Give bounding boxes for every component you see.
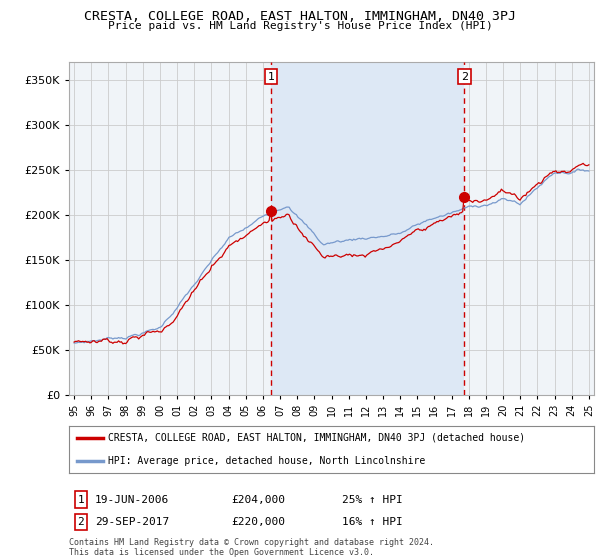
Text: 1: 1 bbox=[77, 494, 85, 505]
Text: Contains HM Land Registry data © Crown copyright and database right 2024.
This d: Contains HM Land Registry data © Crown c… bbox=[69, 538, 434, 557]
Text: 29-SEP-2017: 29-SEP-2017 bbox=[95, 517, 169, 527]
Bar bbox=[271, 62, 464, 395]
Text: £204,000: £204,000 bbox=[231, 494, 285, 505]
Text: CRESTA, COLLEGE ROAD, EAST HALTON, IMMINGHAM, DN40 3PJ: CRESTA, COLLEGE ROAD, EAST HALTON, IMMIN… bbox=[84, 10, 516, 22]
Text: 2: 2 bbox=[461, 72, 468, 82]
Text: 1: 1 bbox=[268, 72, 274, 82]
Text: 2: 2 bbox=[77, 517, 85, 527]
Text: HPI: Average price, detached house, North Lincolnshire: HPI: Average price, detached house, Nort… bbox=[109, 456, 425, 466]
Text: CRESTA, COLLEGE ROAD, EAST HALTON, IMMINGHAM, DN40 3PJ (detached house): CRESTA, COLLEGE ROAD, EAST HALTON, IMMIN… bbox=[109, 432, 526, 442]
Text: Price paid vs. HM Land Registry's House Price Index (HPI): Price paid vs. HM Land Registry's House … bbox=[107, 21, 493, 31]
Text: 16% ↑ HPI: 16% ↑ HPI bbox=[341, 517, 403, 527]
Text: £220,000: £220,000 bbox=[231, 517, 285, 527]
Text: 25% ↑ HPI: 25% ↑ HPI bbox=[341, 494, 403, 505]
Text: 19-JUN-2006: 19-JUN-2006 bbox=[95, 494, 169, 505]
